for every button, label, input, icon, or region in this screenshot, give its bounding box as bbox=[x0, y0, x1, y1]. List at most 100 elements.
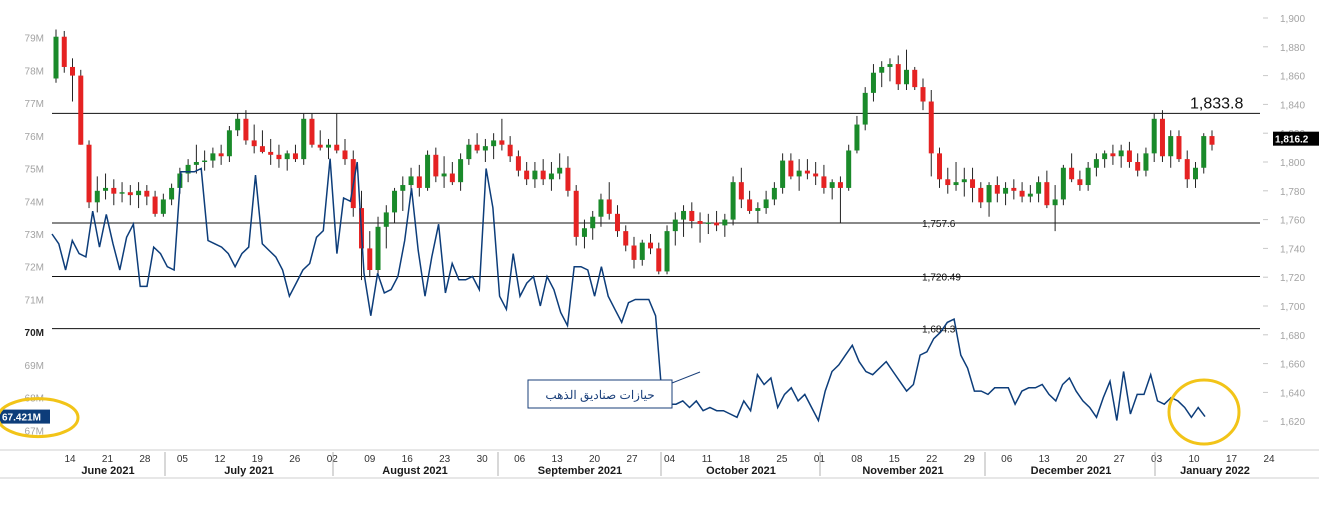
candle-body bbox=[879, 66, 885, 73]
day-tick-label: 22 bbox=[926, 454, 938, 465]
day-tick-label: 16 bbox=[402, 454, 414, 465]
candle-body bbox=[738, 182, 744, 200]
candle-body bbox=[202, 160, 208, 162]
day-tick-label: 13 bbox=[552, 454, 564, 465]
candle-body bbox=[78, 75, 84, 145]
candle-body bbox=[1044, 182, 1050, 206]
candle-body bbox=[309, 118, 315, 145]
price-tick-label: 1,880 bbox=[1280, 43, 1305, 54]
candle-body bbox=[301, 118, 307, 160]
candle-body bbox=[433, 154, 439, 177]
candle-body bbox=[169, 187, 175, 200]
day-tick-label: 05 bbox=[177, 454, 189, 465]
level-label: 1,720.49 bbox=[922, 272, 961, 283]
candle-body bbox=[780, 160, 786, 188]
candle-body bbox=[548, 173, 554, 180]
candle-body bbox=[94, 190, 100, 203]
candle-body bbox=[1011, 187, 1017, 191]
candle-body bbox=[648, 242, 654, 249]
day-tick-label: 23 bbox=[439, 454, 451, 465]
candle-body bbox=[532, 170, 538, 180]
holdings-tick-label: 77M bbox=[25, 99, 44, 110]
candle-body bbox=[152, 196, 158, 214]
price-tick-label: 1,740 bbox=[1280, 244, 1305, 255]
day-tick-label: 04 bbox=[664, 454, 676, 465]
month-label: August 2021 bbox=[382, 465, 447, 477]
candle-body bbox=[681, 210, 687, 220]
candle-body bbox=[903, 69, 909, 85]
candle-body bbox=[565, 167, 571, 191]
price-tick-label: 1,860 bbox=[1280, 72, 1305, 83]
callout-connector bbox=[671, 371, 701, 384]
candle-body bbox=[920, 87, 926, 102]
candle-body bbox=[623, 231, 629, 246]
candle-body bbox=[1209, 136, 1215, 145]
candle-body bbox=[482, 146, 488, 151]
candle-body bbox=[226, 130, 232, 157]
day-tick-label: 29 bbox=[964, 454, 976, 465]
month-label: November 2021 bbox=[862, 465, 943, 477]
candle-body bbox=[837, 182, 843, 188]
holdings-tick-label: 71M bbox=[25, 295, 44, 306]
month-label: September 2021 bbox=[538, 465, 622, 477]
date-axis: 14 21 28 05 12 19 26 02 09 16 23 30 06 13 20 27 04 11 18 25… bbox=[0, 449, 1319, 479]
candle-body bbox=[1176, 136, 1182, 160]
candle-body bbox=[961, 179, 967, 183]
candle-body bbox=[1151, 118, 1157, 154]
day-tick-label: 10 bbox=[1189, 454, 1201, 465]
candle-body bbox=[887, 64, 893, 67]
candle-body bbox=[1003, 187, 1009, 194]
candle-body bbox=[1135, 162, 1141, 171]
month-label: January 2022 bbox=[1180, 465, 1250, 477]
candle-body bbox=[895, 64, 901, 85]
candle-body bbox=[656, 248, 662, 272]
candle-body bbox=[598, 199, 604, 217]
candle-body bbox=[466, 144, 472, 160]
price-value-badge bbox=[1273, 131, 1319, 146]
highlight-circle bbox=[1167, 378, 1241, 446]
candle-body bbox=[61, 36, 67, 67]
holdings-tick-label: 76M bbox=[25, 132, 44, 143]
level-label: 1,757.6 bbox=[922, 219, 956, 230]
candle-body bbox=[1102, 153, 1108, 160]
price-tick-label: 1,780 bbox=[1280, 187, 1305, 198]
candle-body bbox=[1110, 153, 1116, 157]
holdings-tick-label: 78M bbox=[25, 66, 44, 77]
candle-body bbox=[1143, 153, 1149, 171]
candle-body bbox=[185, 164, 191, 174]
candle-body bbox=[763, 199, 769, 209]
price-value-label: 1,816.2 bbox=[1275, 135, 1309, 146]
candle-body bbox=[821, 176, 827, 188]
price-tick-label: 1,760 bbox=[1280, 216, 1305, 227]
candle-body bbox=[937, 153, 943, 180]
candle-body bbox=[994, 185, 1000, 194]
candle-body bbox=[268, 151, 274, 155]
price-tick-label: 1,680 bbox=[1280, 331, 1305, 342]
candle-body bbox=[1077, 179, 1083, 186]
day-tick-label: 09 bbox=[364, 454, 376, 465]
day-tick-label: 18 bbox=[739, 454, 751, 465]
candle-body bbox=[714, 222, 720, 226]
candle-body bbox=[524, 170, 530, 180]
callout-box bbox=[527, 379, 673, 409]
level-label: 1,684.3 bbox=[922, 325, 956, 336]
day-tick-label: 06 bbox=[1001, 454, 1013, 465]
candle-body bbox=[1168, 136, 1174, 157]
price-tick-label: 1,800 bbox=[1280, 158, 1305, 169]
day-tick-label: 27 bbox=[626, 454, 638, 465]
candle-body bbox=[193, 162, 199, 165]
candle-body bbox=[127, 192, 133, 196]
candle-body bbox=[606, 199, 612, 214]
candle-body bbox=[862, 92, 868, 125]
candle-body bbox=[383, 212, 389, 227]
candle-body bbox=[581, 228, 587, 237]
candle-body bbox=[449, 173, 455, 183]
day-tick-label: 03 bbox=[1151, 454, 1163, 465]
candle-body bbox=[425, 154, 431, 188]
candle-body bbox=[986, 185, 992, 203]
candle-body bbox=[722, 219, 728, 226]
candle-body bbox=[1159, 118, 1165, 157]
candle-body bbox=[1118, 150, 1124, 157]
price-tick-label: 1,700 bbox=[1280, 302, 1305, 313]
candle-body bbox=[1085, 167, 1091, 186]
